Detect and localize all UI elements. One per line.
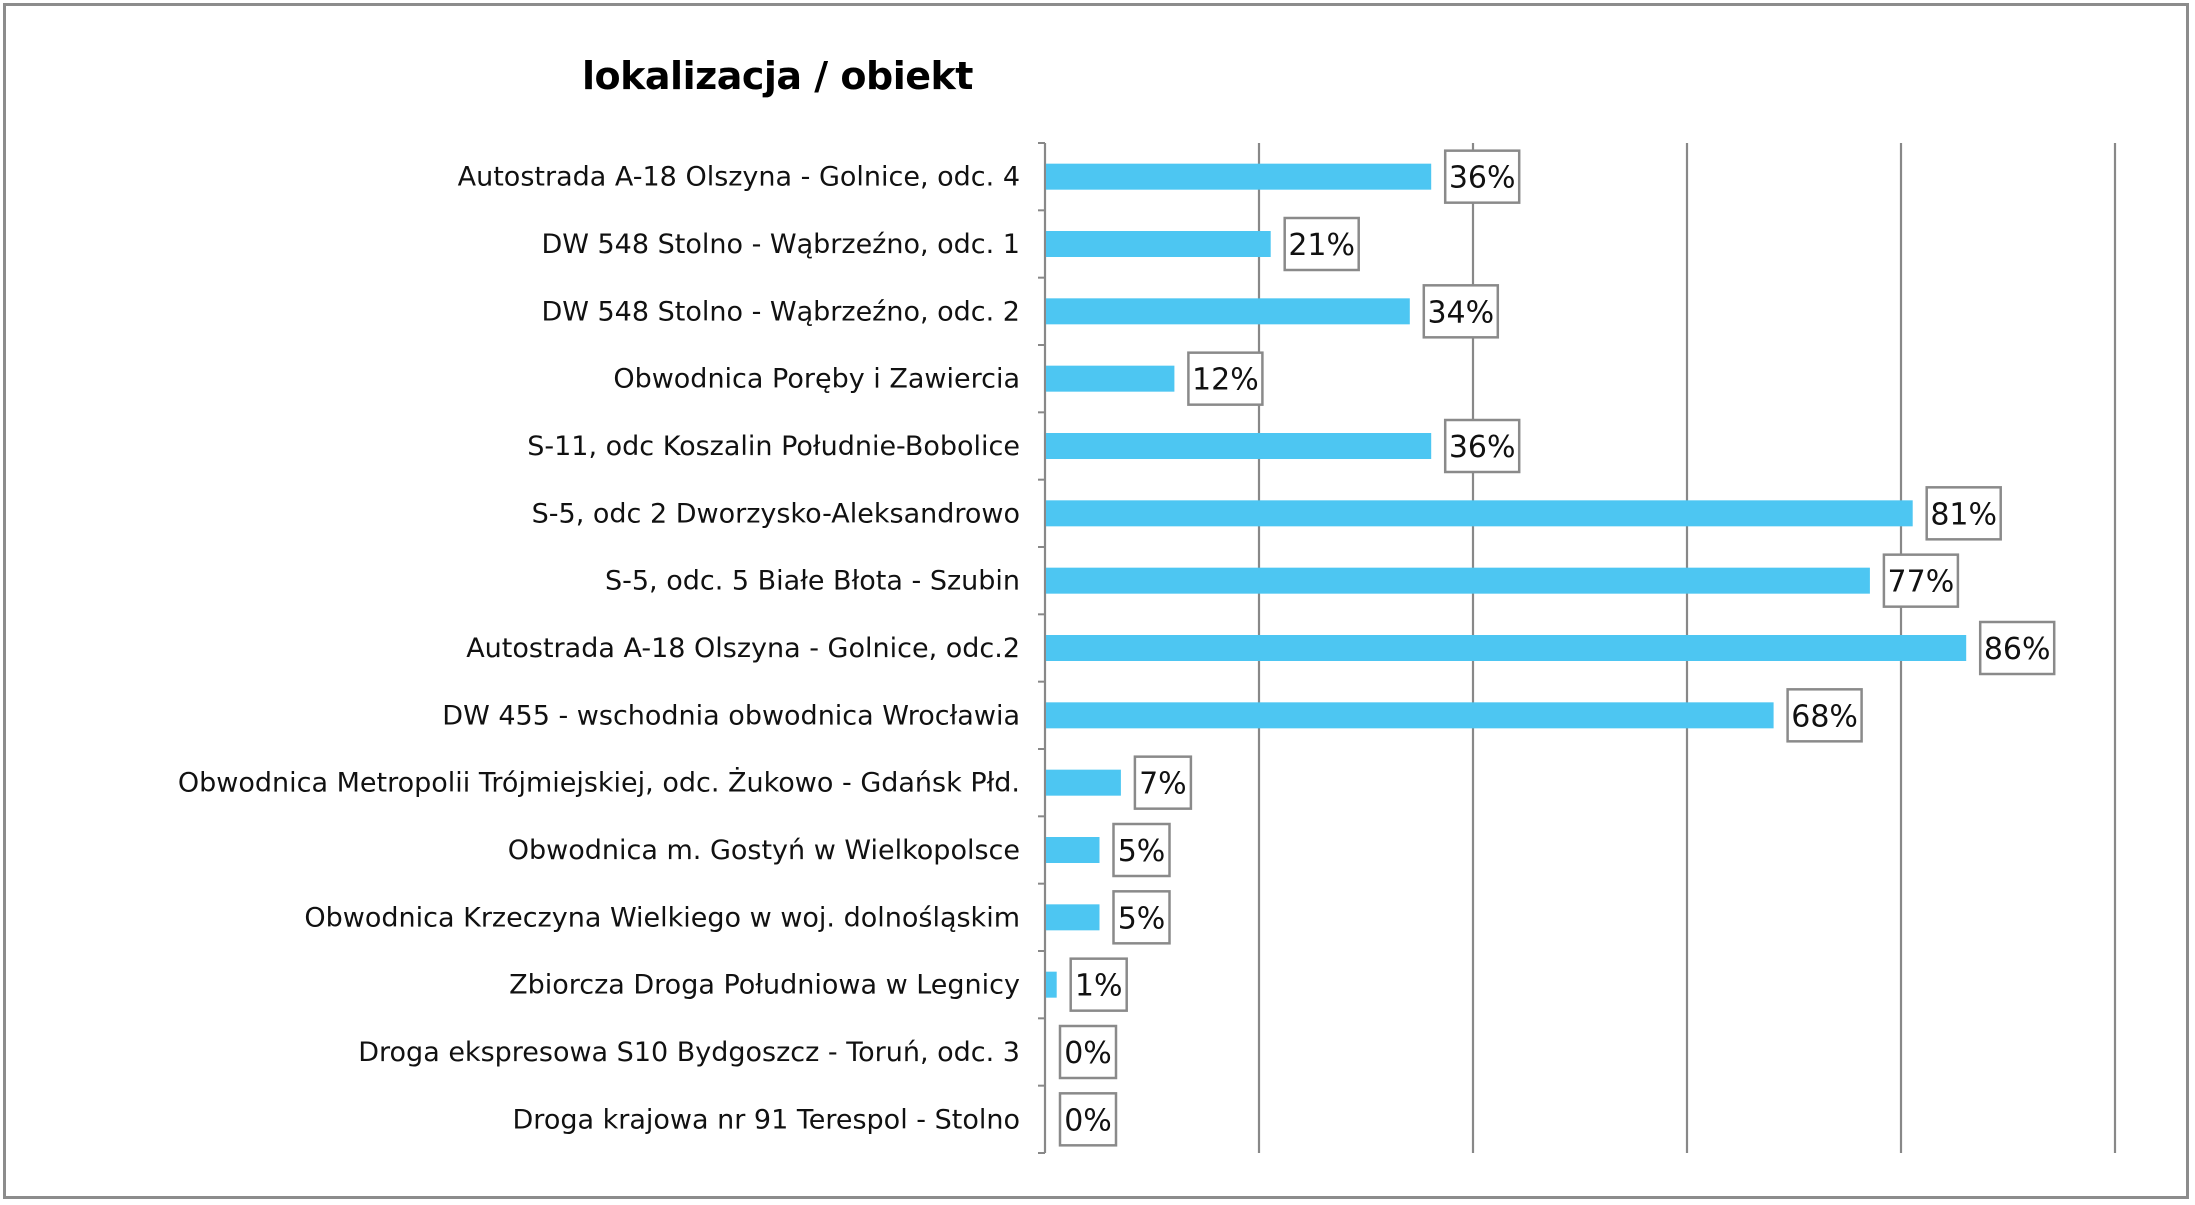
data-label-box (1069, 957, 1128, 1012)
bars (1046, 163, 1967, 998)
data-label-box (1058, 1092, 1118, 1147)
data-label-box (1786, 688, 1863, 743)
data-label: 81% (1930, 497, 1997, 532)
data-label: 5% (1118, 834, 1166, 869)
data-label: 1% (1075, 969, 1123, 1004)
data-label: 21% (1288, 228, 1355, 263)
bar (1046, 231, 1271, 257)
data-label-box (1925, 486, 2002, 541)
category-label: Obwodnica Krzeczyna Wielkiego w woj. dol… (304, 902, 1020, 933)
y-axis (1038, 142, 1047, 1154)
chart-title: lokalizacja / obiekt (582, 54, 973, 98)
data-label-box (1133, 755, 1193, 810)
data-label-box (1112, 822, 1171, 878)
bar (1046, 163, 1432, 190)
data-label-box (1422, 284, 1500, 339)
category-label: S-11, odc Koszalin Południe-Bobolice (527, 431, 1020, 462)
data-label-box (1443, 418, 1521, 474)
category-label: Obwodnica m. Gostyń w Wielkopolsce (508, 835, 1020, 866)
category-label: Autostrada A-18 Olszyna - Golnice, odc.2 (466, 633, 1020, 664)
data-label-box (1443, 149, 1521, 204)
category-label: Droga krajowa nr 91 Terespol - Stolno (513, 1104, 1020, 1135)
category-label: DW 548 Stolno - Wąbrzeźno, odc. 1 (541, 229, 1020, 260)
category-labels: Autostrada A-18 Olszyna - Golnice, odc. … (178, 162, 1020, 1136)
data-label: 36% (1449, 161, 1516, 196)
category-label: DW 455 - wschodnia obwodnica Wrocławia (442, 700, 1020, 731)
data-label-box (1978, 620, 2056, 676)
category-label: Autostrada A-18 Olszyna - Golnice, odc. … (458, 162, 1020, 193)
data-label: 12% (1192, 363, 1259, 398)
category-label: Droga ekspresowa S10 Bydgoszcz - Toruń, … (358, 1037, 1020, 1068)
bar (1046, 635, 1967, 661)
category-label: Obwodnica Poręby i Zawiercia (613, 364, 1020, 395)
bar (1046, 837, 1100, 863)
category-label: Obwodnica Metropolii Trójmiejskiej, odc.… (178, 767, 1020, 799)
data-label-box (1283, 216, 1360, 272)
category-label: DW 548 Stolno - Wąbrzeźno, odc. 2 (541, 296, 1020, 327)
bar (1046, 904, 1100, 931)
data-label: 34% (1427, 295, 1494, 330)
data-label-box (1058, 1024, 1118, 1080)
bar (1046, 365, 1175, 392)
data-label: 77% (1888, 565, 1955, 600)
bar (1046, 769, 1121, 796)
data-label: 0% (1064, 1103, 1112, 1138)
bar (1046, 433, 1432, 459)
bar (1046, 567, 1870, 594)
bar (1046, 298, 1410, 325)
data-label: 0% (1064, 1036, 1112, 1071)
category-label: S-5, odc 2 Dworzysko-Aleksandrowo (532, 498, 1020, 529)
data-label-box (1882, 553, 1960, 608)
data-label-box (1187, 351, 1264, 406)
data-label-box (1112, 890, 1171, 945)
category-label: S-5, odc. 5 Białe Błota - Szubin (605, 566, 1020, 597)
data-labels: 36% 21% 34% 12% 36% 81% 77% 86% 68% 7% 5% 5% 1% 0% 0% (1058, 149, 2056, 1147)
data-label: 36% (1449, 430, 1516, 465)
data-label: 68% (1791, 699, 1858, 734)
data-label: 7% (1139, 767, 1187, 802)
bar (1046, 702, 1774, 729)
category-label: Zbiorcza Droga Południowa w Legnicy (509, 970, 1020, 1001)
data-label: 86% (1984, 632, 2051, 667)
bar (1046, 971, 1057, 998)
bar (1046, 500, 1913, 527)
data-label: 5% (1118, 901, 1166, 936)
